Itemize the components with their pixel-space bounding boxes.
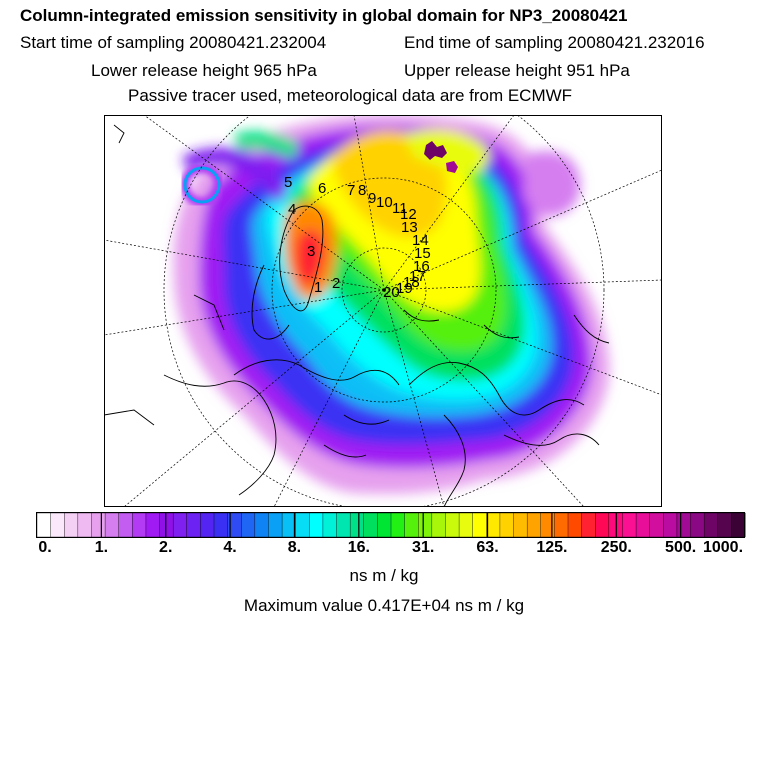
- colorbar-cell: [649, 512, 664, 538]
- upper-release-label: Upper release height 951 hPa: [404, 61, 630, 80]
- emission-sensitivity-map: 1 2 3 4 5 6 7 8 9 10 11 12 13 14 15 16 1…: [104, 115, 662, 507]
- colorbar-cell: [635, 512, 651, 538]
- colorbar-cell: [581, 512, 596, 538]
- colorbar-cell: [336, 512, 351, 538]
- colorbar-cell: [431, 512, 446, 538]
- colorbar-cell: [595, 512, 610, 538]
- trajectory-label: 19: [396, 280, 413, 297]
- map-frame: [104, 115, 662, 507]
- colorbar-cell: [690, 512, 705, 538]
- trajectory-label: 7: [347, 182, 355, 199]
- colorbar-cells: [36, 512, 746, 538]
- trajectory-label: 14: [412, 232, 429, 249]
- trajectory-label: 18: [403, 274, 420, 291]
- trajectory-label: 11: [392, 200, 408, 217]
- colorbar-tick-label: 250.: [600, 539, 632, 556]
- trajectory-label: 16: [413, 258, 430, 275]
- colorbar-cell: [145, 512, 161, 538]
- colorbar-tick-label: 63.: [476, 539, 499, 556]
- trajectory-label: 10: [376, 194, 393, 211]
- colorbar-tick-label: 125.: [536, 539, 568, 556]
- colorbar-cell: [499, 512, 515, 538]
- colorbar: [36, 512, 746, 538]
- trajectory-label: 2: [332, 275, 340, 292]
- trajectory-label: 15: [414, 245, 431, 262]
- colorbar-cell: [567, 512, 583, 538]
- colorbar-cell: [418, 512, 433, 538]
- colorbar-cell: [513, 512, 528, 538]
- colorbar-cell: [676, 512, 692, 538]
- colorbar-cell: [717, 512, 732, 538]
- colorbar-cell: [213, 512, 229, 538]
- colorbar-major-dividers: [100, 512, 682, 538]
- trajectory-label: 12: [400, 206, 417, 223]
- colorbar-frame: [36, 512, 745, 538]
- colorbar-cell: [268, 512, 283, 538]
- colorbar-cell: [254, 512, 269, 538]
- colorbar-cell: [64, 512, 79, 538]
- trajectory-label: 8: [358, 182, 366, 199]
- colorbar-cell: [458, 512, 474, 538]
- colorbar-cell: [486, 512, 501, 538]
- colorbar-cell: [363, 512, 378, 538]
- lower-release-label: Lower release height 965 hPa: [91, 61, 317, 80]
- colorbar-tick-label: 0.: [38, 539, 52, 556]
- colorbar-tick-label: 500.: [665, 539, 697, 556]
- colorbar-cell: [132, 512, 147, 538]
- colorbar-cell: [50, 512, 65, 538]
- colorbar-cell: [540, 512, 555, 538]
- colorbar-tick-label: 8.: [287, 539, 302, 556]
- colorbar-cell: [172, 512, 188, 538]
- trajectory-label: 9: [368, 190, 376, 207]
- colorbar-cell: [186, 512, 201, 538]
- colorbar-cell: [554, 512, 569, 538]
- trajectory-label: 6: [318, 180, 326, 197]
- colorbar-tick-label: 16.: [347, 539, 370, 556]
- trajectory-label: 4: [288, 201, 296, 218]
- trajectory-label: 5: [284, 174, 292, 191]
- colorbar-tick-label: 2.: [159, 539, 173, 556]
- tracer-note: Passive tracer used, meteorological data…: [128, 86, 573, 105]
- trajectory-label: 13: [401, 219, 418, 236]
- colorbar-cell: [295, 512, 310, 538]
- colorbar-cell: [390, 512, 406, 538]
- colorbar-cell: [377, 512, 392, 538]
- start-time-label: Start time of sampling 20080421.232004: [20, 33, 327, 52]
- colorbar-cell: [472, 512, 487, 538]
- colorbar-tick-label: 31.: [412, 539, 435, 556]
- colorbar-cell: [703, 512, 719, 538]
- colorbar-cell: [445, 512, 460, 538]
- trajectory-label: 17: [409, 268, 426, 285]
- colorbar-cell: [349, 512, 365, 538]
- units-label: ns m / kg: [349, 566, 419, 585]
- trajectory-label: 20: [383, 284, 400, 301]
- colorbar-cell: [91, 512, 106, 538]
- colorbar-tick-label: 1.: [94, 539, 109, 556]
- trajectory-label: 3: [307, 243, 315, 260]
- end-time-label: End time of sampling 20080421.232016: [404, 33, 705, 52]
- colorbar-cell: [663, 512, 678, 538]
- graticule: [104, 115, 662, 507]
- colorbar-cell: [622, 512, 637, 538]
- colorbar-cell: [309, 512, 324, 538]
- trajectory-labels: 1 2 3 4 5 6 7 8 9 10 11 12 13 14 15 16 1…: [284, 174, 431, 301]
- colorbar-cell: [322, 512, 338, 538]
- colorbar-cell: [526, 512, 542, 538]
- colorbar-cell: [731, 512, 746, 538]
- coastlines: [104, 124, 610, 507]
- colorbar-tick-label: 1000.: [702, 539, 744, 556]
- plot-title: Column-integrated emission sensitivity i…: [20, 6, 628, 25]
- trajectory-label: 1: [314, 279, 322, 296]
- colorbar-cell: [241, 512, 256, 538]
- max-value-label: Maximum value 0.417E+04 ns m / kg: [243, 596, 525, 615]
- colorbar-cell: [77, 512, 92, 538]
- colorbar-cell: [118, 512, 133, 538]
- colorbar-cell: [104, 512, 120, 538]
- colorbar-cell: [404, 512, 419, 538]
- sensitivity-field: [173, 115, 610, 494]
- colorbar-cell: [159, 512, 174, 538]
- colorbar-cell: [200, 512, 215, 538]
- colorbar-tick-label: 4.: [223, 539, 237, 556]
- colorbar-cell: [36, 512, 52, 538]
